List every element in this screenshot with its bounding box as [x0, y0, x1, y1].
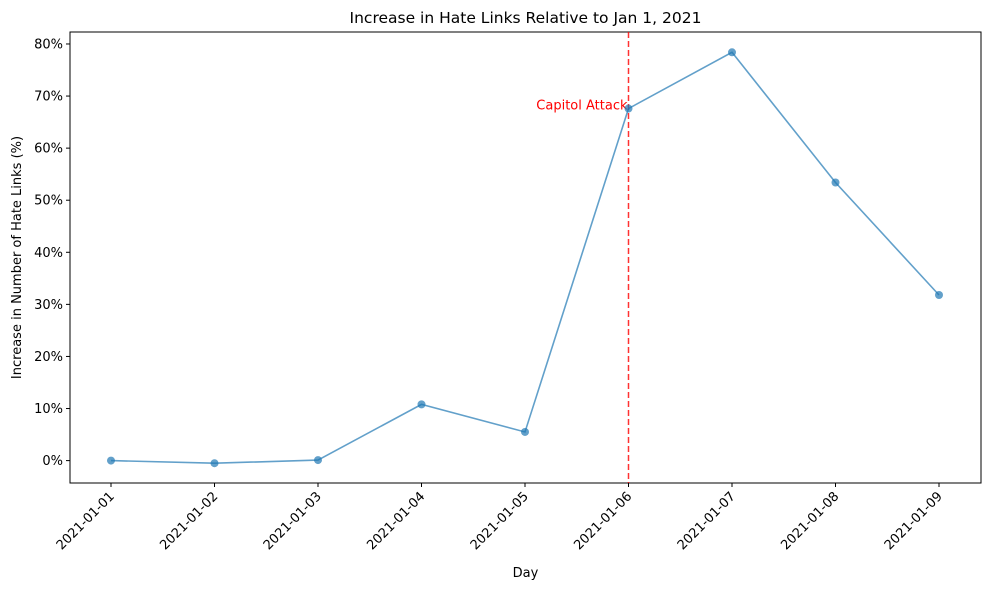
data-point [210, 459, 219, 468]
y-tick-label: 80% [34, 37, 63, 52]
data-point [935, 290, 943, 299]
x-tick-label: 2021-01-08 [778, 489, 842, 553]
x-tick-label: 2021-01-01 [54, 489, 118, 553]
y-tick-label: 40% [34, 246, 63, 261]
y-axis-label: Increase in Number of Hate Links (%) [10, 136, 25, 379]
x-tick-label: 2021-01-05 [468, 489, 532, 553]
data-point [624, 104, 633, 113]
data-point [728, 48, 736, 57]
y-tick-label: 20% [34, 350, 63, 365]
chart-title: Increase in Hate Links Relative to Jan 1… [350, 9, 702, 27]
y-tick-label: 30% [34, 298, 63, 313]
x-tick-label: 2021-01-09 [882, 489, 946, 553]
y-tick-label: 10% [34, 402, 63, 417]
data-point [314, 456, 322, 465]
y-tick-label: 60% [34, 142, 63, 157]
plot-area [69, 31, 982, 484]
data-point [107, 456, 115, 465]
y-tick-label: 0% [42, 454, 63, 469]
x-tick-label: 2021-01-06 [571, 489, 635, 553]
y-tick-label: 70% [34, 90, 63, 105]
x-tick-label: 2021-01-03 [261, 489, 325, 553]
y-tick-label: 50% [34, 194, 63, 209]
data-point [521, 427, 529, 436]
x-axis-label: Day [513, 566, 539, 581]
x-tick-label: 2021-01-07 [675, 489, 739, 553]
x-tick-label: 2021-01-02 [157, 489, 221, 553]
event-annotation: Capitol Attack [536, 98, 628, 113]
data-point [417, 400, 426, 409]
data-point [831, 178, 840, 187]
x-tick-label: 2021-01-04 [364, 489, 428, 553]
